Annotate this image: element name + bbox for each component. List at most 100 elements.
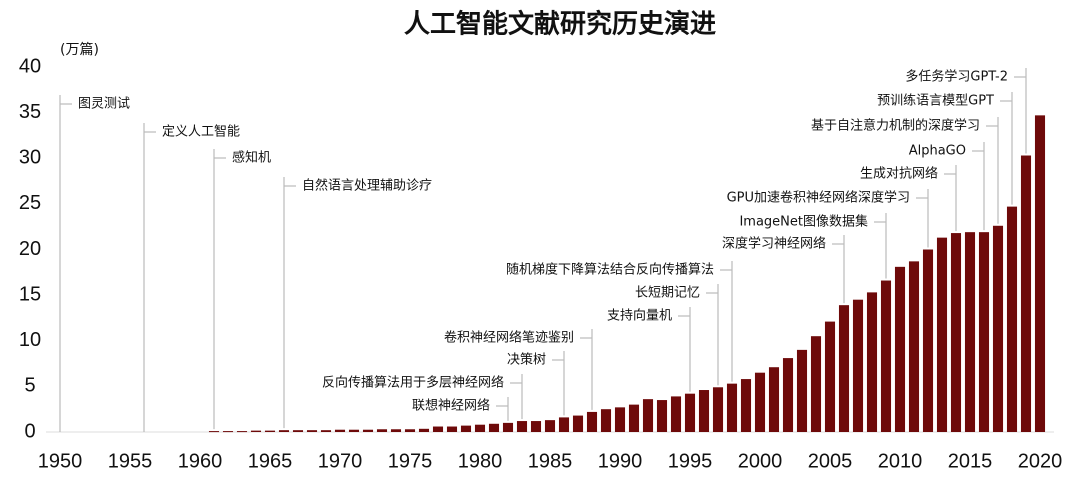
x-tick-label: 1980 (458, 450, 503, 472)
bar (810, 336, 822, 432)
annotation-label: 长短期记忆 (635, 285, 700, 301)
bar (250, 430, 262, 432)
x-tick-label: 1965 (248, 450, 293, 472)
bar (460, 425, 472, 432)
bar (992, 225, 1004, 432)
bar (278, 430, 290, 432)
annotation-label: 支持向量机 (607, 308, 672, 324)
bar (642, 399, 654, 432)
bar (376, 429, 388, 432)
annotation-label: AlphaGO (909, 144, 966, 159)
x-tick-label: 1970 (318, 450, 363, 472)
annotation-label: 生成对抗网络 (860, 166, 938, 182)
annotation-label: ImageNet图像数据集 (739, 214, 868, 230)
annotation-label: 联想神经网络 (412, 398, 490, 414)
x-tick-label: 1995 (668, 450, 713, 472)
bar (1020, 155, 1032, 432)
annotation-label: 多任务学习GPT-2 (905, 69, 1008, 85)
bar (656, 400, 668, 432)
unit-label: (万篇) (60, 42, 99, 58)
bar (894, 266, 906, 432)
bar (782, 358, 794, 432)
bar (852, 299, 864, 432)
x-tick-label: 2005 (808, 450, 853, 472)
y-tick-label: 15 (19, 283, 41, 305)
bar (614, 407, 626, 432)
bar (908, 261, 920, 432)
bar (348, 429, 360, 432)
bar (418, 428, 430, 432)
x-tick-label: 1955 (108, 450, 153, 472)
x-tick-label: 2000 (738, 450, 783, 472)
y-tick-label: 20 (19, 238, 41, 260)
bar (922, 249, 934, 432)
y-tick-label: 40 (19, 55, 41, 77)
y-tick-label: 35 (19, 101, 41, 123)
y-tick-label: 10 (19, 329, 41, 351)
bar (544, 420, 556, 432)
annotation-label: 反向传播算法用于多层神经网络 (322, 375, 504, 391)
annotation-label: 深度学习神经网络 (722, 236, 826, 252)
bar (390, 429, 402, 432)
x-tick-label: 1975 (388, 450, 433, 472)
bar (936, 237, 948, 432)
y-tick-label: 0 (24, 420, 35, 442)
x-tick-label: 2020 (1018, 450, 1063, 472)
annotation-label: 随机梯度下降算法结合反向传播算法 (506, 262, 714, 278)
bar (768, 367, 780, 432)
bar (572, 415, 584, 432)
bar (474, 424, 486, 432)
bar (978, 232, 990, 432)
annotation-label: 卷积神经网络笔迹鉴别 (444, 330, 574, 346)
bar (334, 429, 346, 432)
bar (404, 429, 416, 432)
bar (950, 233, 962, 432)
x-tick-label: 1950 (38, 450, 83, 472)
chart-title: 人工智能文献研究历史演进 (404, 9, 716, 40)
annotation-label: 感知机 (232, 150, 271, 166)
bar (208, 431, 220, 433)
x-tick-label: 2010 (878, 450, 923, 472)
bar (754, 372, 766, 432)
x-tick-label: 1990 (598, 450, 643, 472)
bar (446, 426, 458, 432)
bar (712, 387, 724, 432)
bar (222, 431, 234, 433)
bar (320, 430, 332, 432)
y-tick-label: 25 (19, 192, 41, 214)
bar (516, 421, 528, 432)
annotation-label: 基于自注意力机制的深度学习 (811, 118, 980, 134)
bar (236, 431, 248, 433)
annotation-label: 决策树 (507, 352, 546, 368)
bar (558, 417, 570, 432)
x-tick-label: 2015 (948, 450, 993, 472)
bar (866, 292, 878, 432)
bar (838, 305, 850, 432)
bar (726, 383, 738, 432)
bar (264, 430, 276, 432)
annotation-label: 定义人工智能 (162, 125, 240, 140)
x-tick-label: 1985 (528, 450, 573, 472)
bar (964, 232, 976, 432)
bar (796, 349, 808, 432)
bar (362, 429, 374, 432)
bar (1006, 206, 1018, 432)
bar (306, 430, 318, 432)
bar (740, 379, 752, 432)
bar (684, 393, 696, 432)
bar (432, 426, 444, 432)
bar (292, 430, 304, 432)
bar (600, 409, 612, 432)
y-tick-label: 5 (24, 375, 35, 397)
bar (880, 280, 892, 432)
bar (586, 411, 598, 432)
annotation-label: 自然语言处理辅助诊疗 (302, 178, 432, 194)
x-tick-label: 1960 (178, 450, 223, 472)
bar (698, 390, 710, 432)
bar (628, 404, 640, 432)
y-tick-label: 30 (19, 147, 41, 169)
bar (824, 321, 836, 432)
bar (530, 421, 542, 432)
bar (1034, 115, 1046, 433)
